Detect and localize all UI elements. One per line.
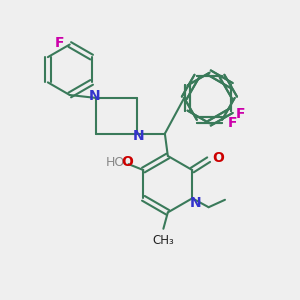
Text: F: F — [236, 107, 245, 121]
Text: F: F — [55, 36, 64, 50]
Text: N: N — [189, 196, 201, 210]
Text: CH₃: CH₃ — [152, 234, 174, 247]
Text: O: O — [121, 155, 133, 169]
Text: F: F — [228, 116, 238, 130]
Text: HO: HO — [106, 155, 125, 169]
Text: N: N — [89, 89, 101, 103]
Text: O: O — [212, 151, 224, 165]
Text: N: N — [133, 129, 145, 143]
